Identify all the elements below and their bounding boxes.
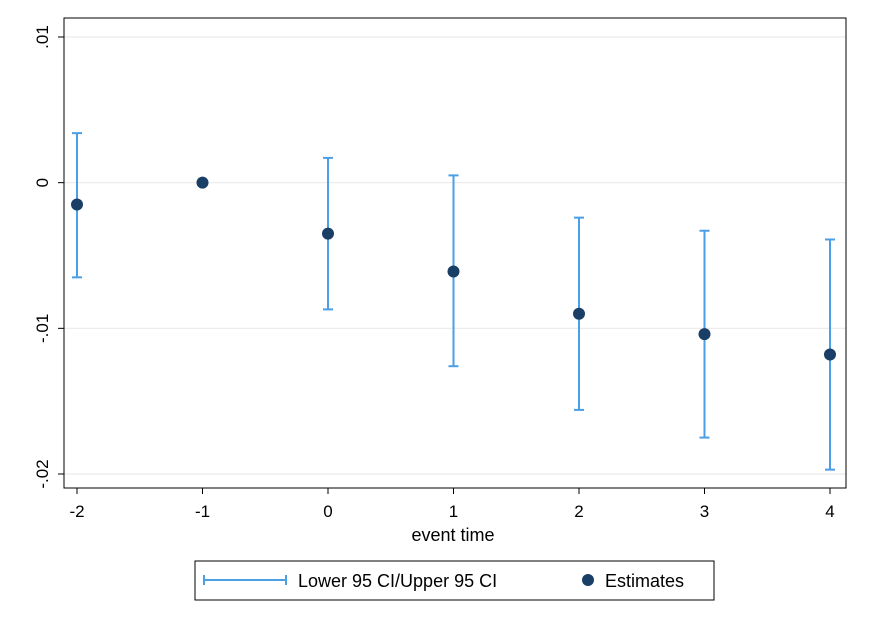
x-tick-label: 1 bbox=[449, 502, 458, 521]
legend: Lower 95 CI/Upper 95 CI Estimates bbox=[194, 560, 715, 601]
estimate-point bbox=[196, 176, 209, 189]
x-tick-label: 2 bbox=[574, 502, 583, 521]
estimate-point bbox=[71, 198, 83, 211]
estimate-point bbox=[322, 227, 334, 240]
plot-area-frame bbox=[63, 17, 847, 489]
y-tick-label: 0 bbox=[33, 178, 52, 187]
x-tick-label: 4 bbox=[825, 502, 834, 521]
estimate-point bbox=[447, 265, 460, 278]
estimate-points bbox=[71, 176, 836, 361]
legend-label-estimates: Estimates bbox=[605, 571, 684, 591]
x-tick-label: 0 bbox=[323, 502, 332, 521]
gridlines bbox=[64, 36, 846, 475]
y-tick-label: -.02 bbox=[33, 459, 52, 488]
axes: .01 0 -.01 -.02 -2 -1 0 1 2 3 4 bbox=[33, 25, 835, 521]
y-tick-label: -.01 bbox=[33, 314, 52, 343]
x-tick-label: 3 bbox=[700, 502, 709, 521]
legend-point-key bbox=[582, 574, 594, 586]
legend-label-ci: Lower 95 CI/Upper 95 CI bbox=[298, 571, 497, 591]
legend-errorbar-key bbox=[203, 575, 287, 585]
x-tick-label: -1 bbox=[195, 502, 210, 521]
x-tick-label: -2 bbox=[69, 502, 84, 521]
estimate-point bbox=[824, 348, 836, 361]
estimate-point bbox=[573, 307, 585, 320]
x-axis-title: event time bbox=[411, 525, 494, 545]
estimate-point bbox=[698, 328, 711, 341]
y-tick-label: .01 bbox=[33, 25, 52, 49]
